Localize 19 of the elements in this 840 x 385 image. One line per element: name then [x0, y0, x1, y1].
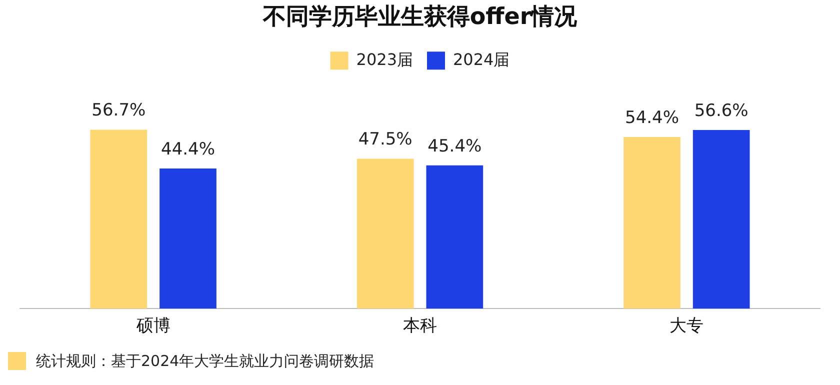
text: 统计规则：基于2024年大学生就业力问卷调研数据	[36, 352, 374, 370]
legend-label: 2023届	[356, 50, 413, 69]
bar	[356, 158, 414, 309]
x-tick-label: 本科	[403, 316, 437, 336]
data-label: 45.4%	[428, 136, 482, 156]
bar	[692, 130, 750, 309]
bar	[160, 168, 216, 309]
data-label: 44.4%	[160, 139, 216, 160]
bar	[426, 165, 484, 309]
x-tick-label: 大专	[670, 316, 704, 336]
bar	[624, 136, 680, 309]
data-label: 47.5%	[358, 130, 412, 150]
bar	[90, 130, 148, 309]
data-label: 54.4%	[624, 108, 680, 128]
chart-title: 不同学历毕业生获得offer情况	[262, 4, 578, 30]
legend-label: 2024届	[453, 50, 510, 69]
data-label: 56.7%	[92, 100, 146, 121]
data-label: 56.6%	[694, 100, 748, 121]
x-tick-label: 硕博	[135, 316, 170, 336]
